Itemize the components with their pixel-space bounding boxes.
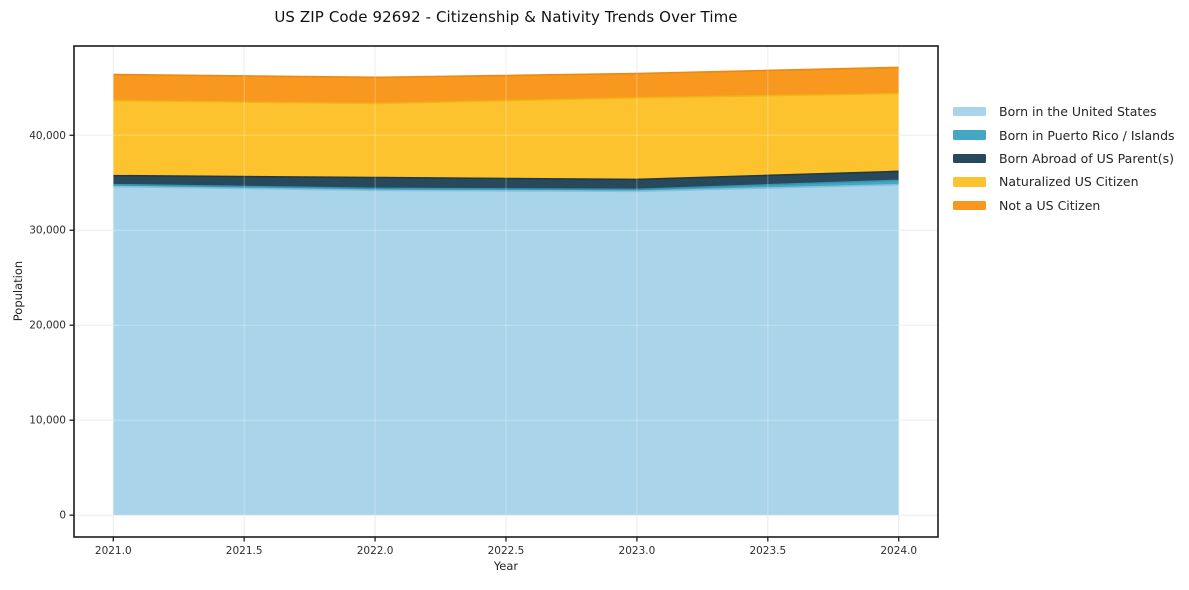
area-edge-born-in-us xyxy=(113,183,899,193)
x-tick-label: 2024.0 xyxy=(880,545,917,557)
area-band-naturalized xyxy=(113,93,899,180)
legend-item-born-in-us: Born in the United States xyxy=(953,100,1175,123)
area-band-born-puerto-rico xyxy=(113,180,899,192)
y-tick-label: 30,000 xyxy=(29,225,66,237)
legend-swatch-born-in-us xyxy=(953,106,986,117)
legend-item-born-puerto-rico: Born in Puerto Rico / Islands xyxy=(953,123,1175,146)
x-tick-label: 2022.5 xyxy=(488,545,525,557)
y-tick-label: 20,000 xyxy=(29,320,66,332)
legend-swatch-not-citizen xyxy=(953,200,986,210)
legend-swatch-born-puerto-rico xyxy=(953,130,986,140)
legend-label: Naturalized US Citizen xyxy=(999,174,1139,190)
area-edge-born-puerto-rico xyxy=(113,179,899,191)
legend-label: Not a US Citizen xyxy=(999,197,1101,213)
legend: Born in the United States Born in Puerto … xyxy=(953,100,1175,217)
legend-label: Born in the United States xyxy=(999,104,1157,120)
legend-item-naturalized: Naturalized US Citizen xyxy=(953,170,1175,193)
x-tick-label: 2021.5 xyxy=(226,545,263,557)
legend-item-not-citizen: Not a US Citizen xyxy=(953,194,1175,217)
area-edge-not-citizen xyxy=(113,66,899,79)
x-tick-label: 2023.5 xyxy=(749,545,786,557)
area-edge-born-abroad xyxy=(113,170,899,181)
x-axis-label: Year xyxy=(493,559,519,573)
legend-label: Born in Puerto Rico / Islands xyxy=(999,127,1175,143)
y-tick-label: 0 xyxy=(59,510,66,522)
area-band-born-in-us xyxy=(113,184,899,516)
legend-label: Born Abroad of US Parent(s) xyxy=(999,150,1174,166)
area-edge-naturalized xyxy=(113,92,899,105)
x-tick-label: 2023.0 xyxy=(619,545,656,557)
y-tick-label: 40,000 xyxy=(29,130,66,142)
area-band-not-citizen xyxy=(113,67,899,104)
area-band-born-abroad xyxy=(113,171,899,190)
chart-title: US ZIP Code 92692 - Citizenship & Nativi… xyxy=(274,8,738,26)
legend-swatch-naturalized xyxy=(953,177,986,187)
y-tick-label: 10,000 xyxy=(29,415,66,427)
legend-swatch-born-abroad xyxy=(953,153,986,164)
x-tick-label: 2022.0 xyxy=(357,545,394,557)
x-tick-label: 2021.0 xyxy=(95,545,132,557)
legend-item-born-abroad: Born Abroad of US Parent(s) xyxy=(953,147,1175,170)
